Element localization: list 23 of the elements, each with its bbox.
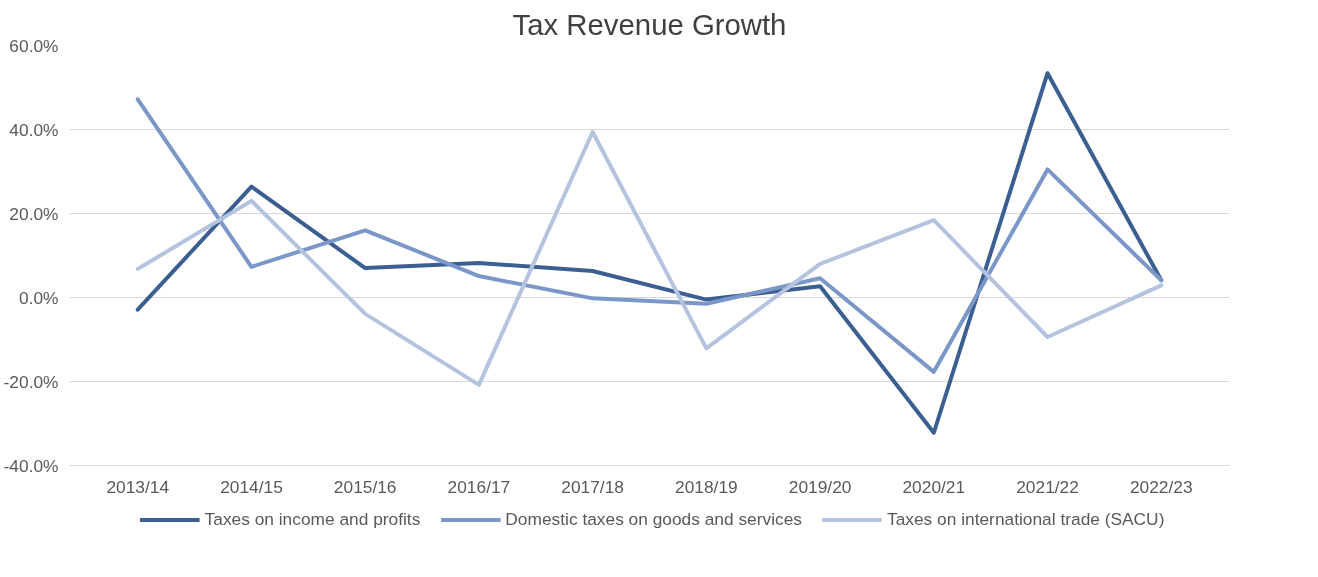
x-tick-label: 2020/21: [902, 476, 966, 497]
legend-label: Taxes on international trade (SACU): [887, 508, 1165, 530]
y-tick-label: 60.0%: [9, 35, 59, 56]
x-tick-label: 2017/18: [561, 476, 624, 497]
y-tick-label: 0.0%: [19, 287, 59, 308]
y-tick-label: -40.0%: [3, 455, 59, 476]
x-tick-label: 2014/15: [220, 476, 283, 497]
y-tick-label: -20.0%: [3, 371, 59, 392]
y-tick-label: 20.0%: [9, 203, 59, 224]
x-tick-label: 2018/19: [675, 476, 738, 497]
line-series: [135, 97, 1164, 374]
legend-label: Taxes on income and profits: [204, 508, 421, 530]
line-series: [135, 71, 1164, 435]
line-series: [135, 130, 1164, 387]
y-tick-label: 40.0%: [9, 119, 59, 140]
x-tick-label: 2013/14: [106, 476, 170, 497]
x-tick-label: 2015/16: [333, 476, 397, 497]
chart-title: Tax Revenue Growth: [512, 7, 787, 41]
x-tick-label: 2019/20: [788, 476, 852, 497]
x-tick-label: 2016/17: [447, 476, 511, 497]
x-tick-label: 2022/23: [1129, 476, 1193, 497]
x-tick-label: 2021/22: [1016, 476, 1079, 497]
legend-label: Domestic taxes on goods and services: [505, 508, 803, 530]
